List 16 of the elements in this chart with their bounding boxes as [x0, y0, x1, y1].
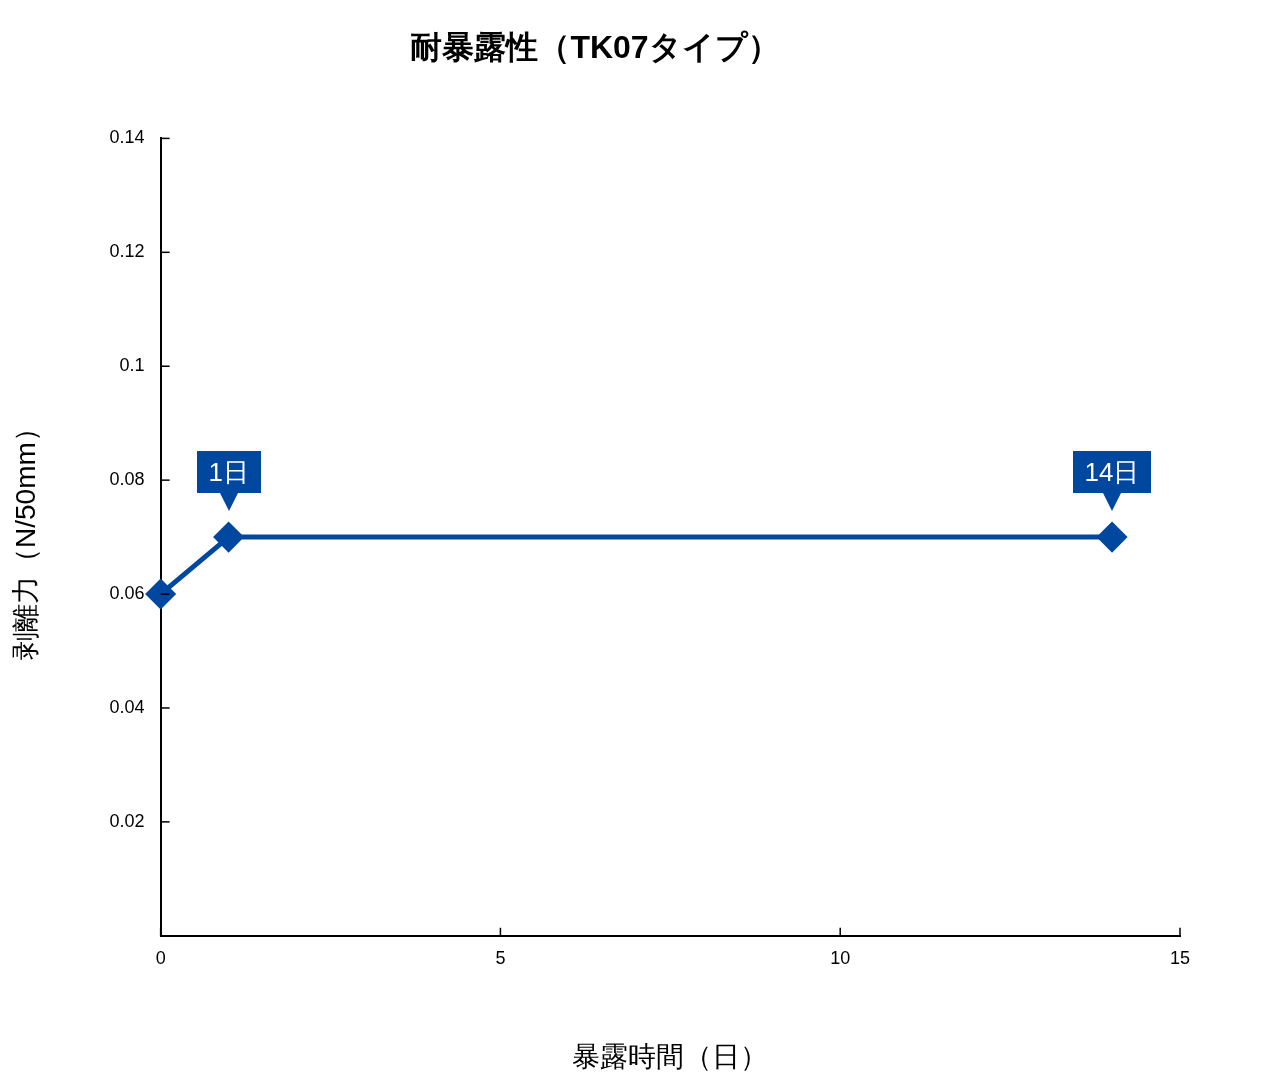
y-axis-title: 剥離力（N/50mm） — [9, 414, 41, 660]
chart-title: 耐暴露性（TK07タイプ） — [410, 29, 780, 66]
y-tick-label: 0.06 — [109, 583, 145, 604]
annotation: 14日 — [1072, 451, 1152, 494]
x-tick-label: 5 — [495, 947, 506, 968]
x-tick-label: 10 — [830, 947, 851, 968]
y-tick-label: 0.1 — [119, 355, 145, 376]
y-tick-label: 0.14 — [109, 127, 145, 148]
y-tick-label: 0.02 — [109, 810, 145, 831]
y-tick-label: 0.04 — [109, 696, 145, 717]
y-tick-label: 0.08 — [109, 469, 145, 490]
x-axis-title: 暴露時間（日） — [572, 1040, 769, 1072]
x-tick-label: 15 — [1169, 947, 1191, 968]
x-tick-label: 0 — [155, 947, 166, 968]
annotation: 1日 — [196, 451, 262, 494]
y-tick-label: 0.12 — [109, 241, 145, 262]
